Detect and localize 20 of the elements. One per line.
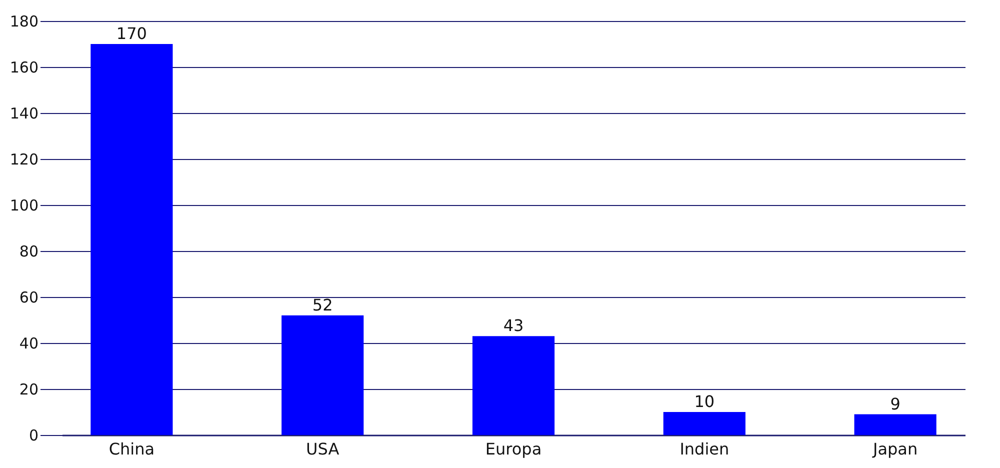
y-tick-label: 160 [10,58,38,76]
data-label: 9 [890,394,900,414]
x-tick-label: Europa [485,440,542,458]
data-label: 52 [312,295,333,314]
y-tick-label: 120 [10,150,38,168]
y-tick-label: 20 [19,380,38,398]
y-tick-label: 180 [10,12,38,30]
data-label: 43 [503,316,524,336]
x-tick-label: Japan [872,440,918,458]
y-tick-label: 60 [19,288,38,306]
x-tick-label: USA [306,440,340,458]
y-tick-label: 0 [28,426,38,444]
data-label: 10 [694,392,715,411]
y-tick-label: 140 [10,104,38,122]
y-tick-label: 40 [19,334,38,352]
x-tick-label: Indien [680,440,730,458]
y-tick-label: 100 [10,196,38,214]
data-label: 170 [116,24,147,43]
x-tick-label: China [108,440,155,458]
y-tick-label: 80 [19,242,38,260]
